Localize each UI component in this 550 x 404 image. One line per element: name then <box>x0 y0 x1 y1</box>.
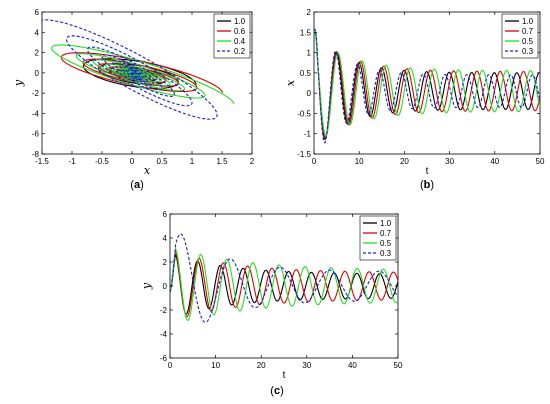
caption-paren-open: ( <box>130 179 134 191</box>
y-tick-label: -0.5 <box>297 109 311 118</box>
x-tick-label: 1.5 <box>216 157 228 166</box>
y-tick-label: 4 <box>35 28 40 37</box>
y-tick-label: -4 <box>32 109 40 118</box>
y-tick-label: -8 <box>32 150 40 159</box>
y-tick-label: -6 <box>160 354 168 363</box>
y-axis-label: y <box>12 79 25 87</box>
x-axis-label: t <box>283 370 286 381</box>
legend-label: 0.4 <box>234 37 246 46</box>
x-tick-label: 50 <box>536 157 545 166</box>
y-tick-label: 1 <box>307 49 312 58</box>
y-tick-label: 6 <box>35 8 40 17</box>
x-tick-label: 0 <box>130 157 135 166</box>
y-tick-label: -2 <box>160 306 168 315</box>
legend-label: 0.7 <box>380 229 392 238</box>
y-tick-label: -1.5 <box>297 150 311 159</box>
legend-label: 1.0 <box>522 17 534 26</box>
y-axis-label: y <box>140 282 153 290</box>
caption-paren-close: ) <box>280 385 284 397</box>
legend: 1.00.60.40.2 <box>213 13 251 59</box>
y-tick-label: -2 <box>32 89 40 98</box>
panel-caption: (a) <box>130 179 143 191</box>
y-tick-label: -4 <box>160 330 168 339</box>
legend-label: 0.6 <box>234 27 246 36</box>
x-axis-label: t <box>426 166 429 177</box>
x-tick-label: 10 <box>211 361 220 370</box>
series-group <box>42 19 235 120</box>
x-tick-label: 20 <box>400 157 409 166</box>
y-tick-label: 1.5 <box>300 28 312 37</box>
x-tick-label: -1.5 <box>35 157 49 166</box>
x-tick-label: 40 <box>490 157 499 166</box>
y-tick-label: 6 <box>163 210 168 219</box>
caption-letter: c <box>274 385 280 397</box>
caption-letter: b <box>424 179 431 191</box>
panel-a: -1.5 -1 -0.5 0 0.5 1 1.5 2-8-6-4-20246xy1.00.60… <box>12 8 255 191</box>
series-line-0.3 <box>314 28 540 144</box>
series-line-0.3 <box>170 233 398 323</box>
caption-letter: a <box>134 179 141 191</box>
y-tick-label: 0.5 <box>300 69 312 78</box>
legend-label: 0.5 <box>380 239 392 248</box>
y-tick-label: 2 <box>163 258 168 267</box>
x-tick-label: 50 <box>394 361 403 370</box>
legend-label: 1.0 <box>380 219 392 228</box>
x-tick-label: 0.5 <box>156 157 168 166</box>
series-line-1.0 <box>170 253 398 315</box>
x-tick-label: 30 <box>445 157 454 166</box>
legend-label: 0.3 <box>380 249 392 258</box>
legend-label: 0.5 <box>522 37 534 46</box>
x-tick-label: 0 <box>312 157 317 166</box>
y-tick-label: 0 <box>307 89 312 98</box>
y-tick-label: 0 <box>163 282 168 291</box>
x-axis-label: x <box>144 164 151 177</box>
y-tick-label: 4 <box>163 234 168 243</box>
series-line-1.0 <box>314 29 540 140</box>
legend: 1.00.70.50.3 <box>501 13 539 59</box>
y-tick-label: 2 <box>307 8 312 17</box>
series-group <box>314 28 540 144</box>
y-tick-label: -6 <box>32 130 40 139</box>
caption-paren-open: ( <box>270 385 274 397</box>
caption-paren-close: ) <box>430 179 434 191</box>
y-axis-label: x <box>284 79 297 86</box>
series-line-0.5 <box>170 246 398 321</box>
series-line-0.7 <box>314 29 540 139</box>
series-line-0.4 <box>51 44 235 105</box>
x-tick-label: -1 <box>68 157 76 166</box>
x-tick-label: 1 <box>190 157 195 166</box>
y-tick-label: 0 <box>35 69 40 78</box>
panel-c: 0 10 20 30 40 50 -6 -4 -2 0 2 4 6 t y 1.00.70.50.3 (c) <box>140 210 403 397</box>
y-tick-label: -1 <box>304 130 312 139</box>
x-tick-label: 2 <box>250 157 255 166</box>
x-tick-label: 40 <box>348 361 357 370</box>
panel-b: 0 10 20 30 40 50-1.5-1-0.500.511.52tx1.00.70.… <box>284 8 545 191</box>
legend: 1.00.70.50.3 <box>359 215 397 261</box>
legend-label: 0.7 <box>522 27 534 36</box>
series-group <box>170 233 398 323</box>
legend-label: 1.0 <box>234 17 246 26</box>
legend-label: 0.3 <box>522 47 534 56</box>
series-line-0.7 <box>170 250 398 318</box>
caption-paren-open: ( <box>420 179 424 191</box>
series-line-0.2 <box>42 19 218 120</box>
x-tick-label: 0 <box>168 361 173 370</box>
x-tick-label: 10 <box>355 157 364 166</box>
panel-caption: (c) <box>270 385 283 397</box>
caption-paren-close: ) <box>140 179 144 191</box>
legend-label: 0.2 <box>234 47 246 56</box>
x-tick-label: 20 <box>257 361 266 370</box>
panel-caption: (b) <box>420 179 434 191</box>
x-tick-label: 30 <box>302 361 311 370</box>
y-tick-label: 2 <box>35 49 40 58</box>
x-tick-label: -0.5 <box>95 157 109 166</box>
series-line-0.5 <box>314 30 540 137</box>
